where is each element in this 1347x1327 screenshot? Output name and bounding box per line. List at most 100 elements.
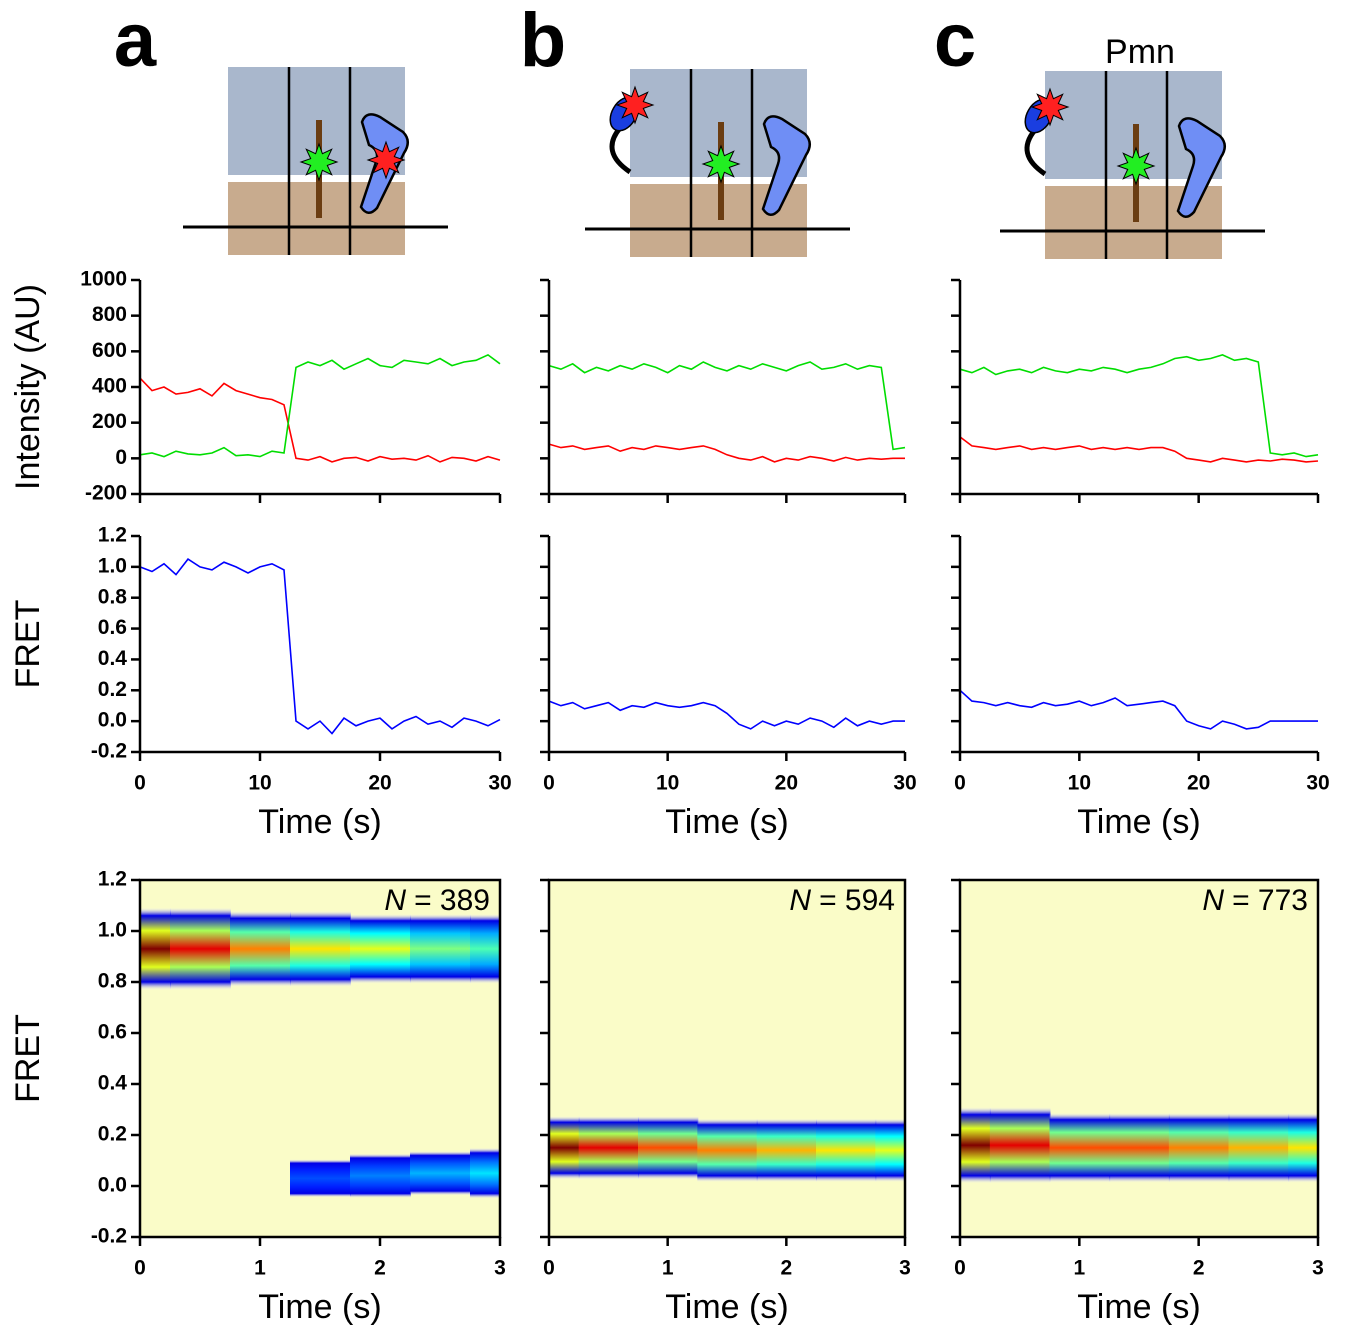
y-tick-label: 0.4 — [98, 1072, 128, 1095]
x-tick-label: 0 — [134, 772, 146, 795]
x-tick-label: 2 — [780, 1257, 792, 1280]
x-axis-title: Time (s) — [258, 803, 381, 841]
density-band — [756, 1118, 817, 1183]
y-tick-label: 1.0 — [98, 919, 127, 942]
x-axis-title: Time (s) — [665, 803, 788, 841]
density-band — [1288, 1112, 1318, 1183]
trace — [959, 689, 1318, 730]
density-band — [410, 1150, 471, 1196]
density-band — [875, 1118, 905, 1183]
plot-frame — [547, 878, 907, 1239]
trace — [548, 700, 905, 730]
y-tick-label: 0 — [115, 446, 127, 469]
x-tick-label: 1 — [662, 1257, 674, 1280]
x-tick-label: 0 — [543, 1257, 555, 1280]
tether — [1024, 128, 1047, 177]
x-tick-label: 20 — [368, 772, 391, 795]
annotation-symbol: N — [1202, 884, 1224, 917]
density-band — [1049, 1112, 1111, 1183]
y-tick-label: 1.0 — [98, 554, 127, 577]
density-band — [1168, 1112, 1230, 1183]
y-tick-label: 0.8 — [98, 585, 128, 608]
density-band — [350, 1153, 411, 1199]
y-axis-title: FRET — [9, 600, 47, 689]
trace — [139, 353, 501, 458]
schematic — [585, 69, 850, 257]
y-axis-title: FRET — [9, 1014, 47, 1103]
x-tick-label: 2 — [1193, 1257, 1205, 1280]
x-tick-label: 20 — [1187, 772, 1210, 795]
trace — [139, 377, 501, 463]
x-tick-label: 3 — [1312, 1257, 1324, 1280]
trace — [959, 354, 1319, 458]
density-band — [350, 913, 411, 984]
schematic — [183, 67, 448, 255]
x-axis-title: Time (s) — [258, 1288, 381, 1326]
y-tick-label: 600 — [92, 339, 127, 362]
annotation-symbol: N — [384, 884, 406, 917]
protein — [761, 115, 811, 216]
trace — [548, 361, 906, 451]
density-band — [989, 1106, 1051, 1184]
x-axis-title: Time (s) — [1077, 803, 1200, 841]
density-band — [816, 1118, 877, 1183]
x-tick-label: 30 — [893, 772, 916, 795]
density-band — [470, 913, 500, 984]
panel-letter: a — [114, 0, 157, 83]
y-tick-label: 0.2 — [98, 1123, 127, 1146]
annotation-text: = 594 — [819, 884, 895, 917]
density-band — [1228, 1112, 1290, 1183]
y-tick-label: 1.2 — [98, 524, 127, 547]
x-tick-label: 3 — [494, 1257, 506, 1280]
y-tick-label: 0.0 — [98, 709, 127, 732]
x-tick-label: 0 — [954, 1257, 966, 1280]
density-band — [549, 1115, 580, 1180]
density-band — [697, 1118, 758, 1183]
schematic — [1000, 71, 1265, 259]
green-dye — [299, 142, 339, 182]
x-tick-label: 2 — [374, 1257, 386, 1280]
density-band — [170, 907, 231, 991]
red-dye — [1030, 87, 1070, 127]
panel-letter: c — [934, 0, 976, 83]
density-band — [230, 910, 291, 988]
y-tick-label: 0.4 — [98, 647, 128, 670]
plot-frame — [958, 878, 1320, 1239]
y-tick-label: -200 — [85, 482, 127, 505]
annotation: N = 773 — [1202, 884, 1308, 917]
annotation-text: = 773 — [1232, 884, 1308, 917]
green-dye — [701, 144, 741, 184]
x-tick-label: 30 — [1306, 772, 1329, 795]
x-tick-label: 0 — [954, 772, 966, 795]
x-tick-label: 10 — [656, 772, 679, 795]
annotation: N = 594 — [789, 884, 895, 917]
density-band — [470, 1147, 500, 1199]
y-tick-label: 1000 — [80, 268, 127, 291]
x-tick-label: 10 — [248, 772, 271, 795]
x-tick-label: 1 — [1073, 1257, 1085, 1280]
y-tick-label: 0.6 — [98, 616, 127, 639]
density-band — [960, 1106, 991, 1184]
y-tick-label: 0.2 — [98, 678, 127, 701]
x-tick-label: 0 — [543, 772, 555, 795]
annotation: N = 389 — [384, 884, 490, 917]
density-band — [290, 1159, 351, 1198]
plot-frame — [138, 878, 502, 1239]
tether — [609, 126, 632, 175]
green-dye — [1116, 146, 1156, 186]
plot-background — [549, 880, 905, 1237]
x-tick-label: 30 — [488, 772, 511, 795]
trace — [548, 443, 905, 463]
x-tick-label: 3 — [899, 1257, 911, 1280]
y-axis-title: Intensity (AU) — [9, 284, 47, 490]
density-layer — [549, 1115, 905, 1183]
protein — [1176, 117, 1226, 218]
density-band — [140, 907, 171, 991]
density-band — [410, 913, 471, 984]
annotation-text: = 389 — [414, 884, 490, 917]
red-dye — [615, 85, 655, 125]
red-dye — [366, 140, 406, 180]
density-band — [638, 1115, 699, 1180]
trace — [959, 436, 1319, 463]
